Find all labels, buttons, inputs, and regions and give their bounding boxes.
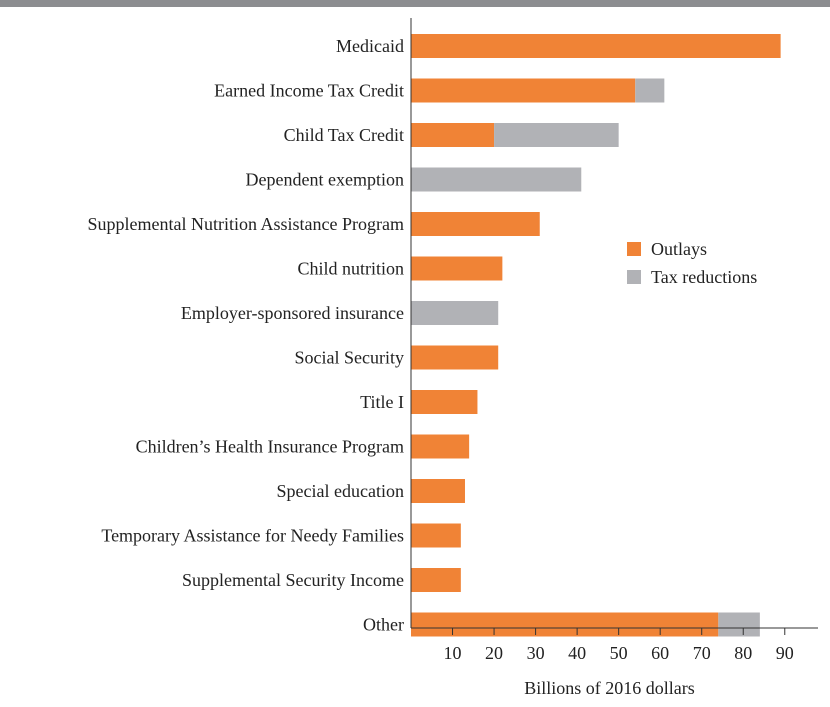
category-label-temporary-assistance-for-needy-families: Temporary Assistance for Needy Families [101,526,404,546]
x-tick-label-90: 90 [776,643,794,663]
bar-title-i-outlays [411,390,478,414]
x-axis-title: Billions of 2016 dollars [524,678,695,698]
legend-label-tax-reductions: Tax reductions [651,267,757,287]
legend-label-outlays: Outlays [651,239,707,259]
bar-earned-income-tax-credit-outlays [411,78,636,103]
legend-swatch-tax-reductions [627,270,641,284]
category-label-dependent-exemption: Dependent exemption [246,170,404,190]
category-label-earned-income-tax-credit: Earned Income Tax Credit [214,81,404,101]
bar-supplemental-nutrition-assistance-program-outlays [411,212,540,236]
bar-dependent-exemption-tax-reductions [411,167,582,192]
bar-earned-income-tax-credit-tax-reductions [635,78,665,103]
category-label-supplemental-security-income: Supplemental Security Income [182,570,404,590]
category-label-special-education: Special education [277,481,404,501]
category-label-title-i: Title I [360,392,404,412]
bar-other-tax-reductions [718,612,760,637]
x-tick-label-70: 70 [693,643,711,663]
bar-special-education-outlays [411,479,465,503]
x-tick-label-20: 20 [485,643,503,663]
bar-children-s-health-insurance-program-outlays [411,434,470,459]
category-label-supplemental-nutrition-assistance-program: Supplemental Nutrition Assistance Progra… [88,214,404,234]
bar-temporary-assistance-for-needy-families-outlays [411,523,461,548]
bar-child-nutrition-outlays [411,256,503,281]
x-tick-label-40: 40 [568,643,586,663]
axes [410,18,818,629]
bar-medicaid-outlays [411,34,781,58]
top-rule [0,0,830,7]
x-tick-label-50: 50 [610,643,628,663]
bar-social-security-outlays [411,345,499,370]
bar-child-tax-credit-tax-reductions [494,123,619,147]
category-label-child-nutrition: Child nutrition [297,259,404,279]
x-ticks: 10 20 30 40 50 60 70 80 90 [444,628,794,663]
legend: Outlays Tax reductions [627,239,757,287]
bars [411,34,781,637]
category-labels: Medicaid Earned Income Tax Credit Child Ta… [88,36,404,635]
category-label-other: Other [363,615,404,635]
bar-supplemental-security-income-outlays [411,568,461,592]
category-label-medicaid: Medicaid [336,36,404,56]
x-tick-label-30: 30 [527,643,545,663]
category-label-employer-sponsored-insurance: Employer-sponsored insurance [181,303,404,323]
x-tick-label-10: 10 [444,643,462,663]
legend-swatch-outlays [627,242,641,256]
bar-child-tax-credit-outlays [411,123,495,147]
category-label-children-s-health-insurance-program: Children’s Health Insurance Program [136,437,404,457]
x-tick-label-80: 80 [734,643,752,663]
bar-employer-sponsored-insurance-tax-reductions [411,301,499,325]
x-tick-label-60: 60 [651,643,669,663]
bar-other-outlays [411,612,719,637]
category-label-child-tax-credit: Child Tax Credit [284,125,404,145]
category-label-social-security: Social Security [295,348,404,368]
